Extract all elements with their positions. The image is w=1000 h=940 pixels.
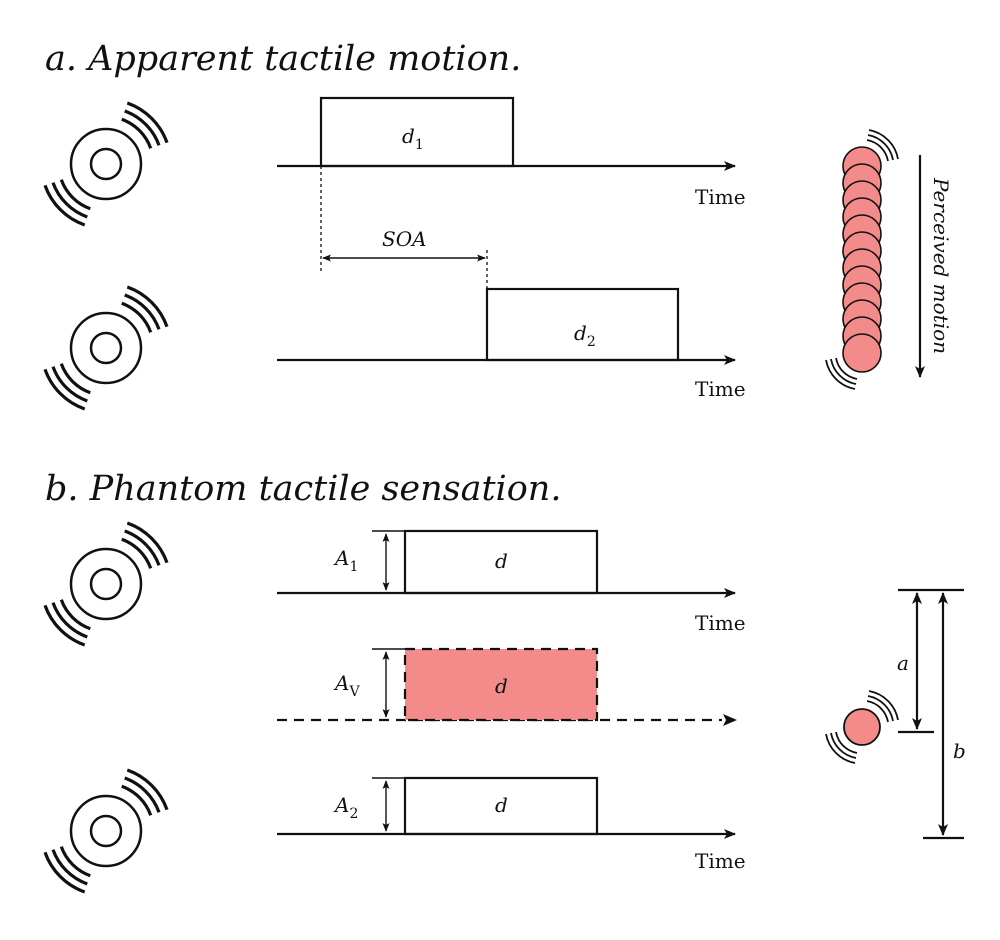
amplitude-av-label: AV xyxy=(333,671,360,700)
pulse-d-label: d xyxy=(495,793,508,817)
perceived-motion-stack xyxy=(842,146,882,373)
time-axis-label: Time xyxy=(695,849,746,873)
vibrotactile-actuator-icon xyxy=(43,285,169,411)
time-axis-label: Time xyxy=(695,611,746,635)
time-axis-label: Time xyxy=(695,185,746,209)
vibrotactile-actuator-icon xyxy=(43,521,169,647)
amplitude-a1-label: A1 xyxy=(333,546,358,575)
vibrotactile-actuator-icon xyxy=(43,768,169,894)
phantom-sensation-point xyxy=(843,708,881,746)
panel-a-title: a. Apparent tactile motion. xyxy=(45,39,521,79)
distance-a-label: a xyxy=(897,651,909,675)
pulse-d2-label: d2 xyxy=(574,321,596,350)
virtual-axis-arrowhead xyxy=(723,714,737,726)
pulse-d-actuator-1 xyxy=(403,529,599,595)
pulse-d2 xyxy=(485,287,680,362)
time-axis-label: Time xyxy=(695,377,746,401)
panel-b-title: b. Phantom tactile sensation. xyxy=(45,469,561,509)
pulse-d-actuator-2 xyxy=(403,776,599,836)
virtual-pulse xyxy=(403,647,599,722)
pulse-d1-label: d1 xyxy=(402,124,424,153)
amplitude-a2-label: A2 xyxy=(333,793,358,822)
distance-b-label: b xyxy=(953,739,966,763)
pulse-d1 xyxy=(319,96,515,168)
pulse-d-label: d xyxy=(495,674,508,698)
pulse-d-label: d xyxy=(495,549,508,573)
vibrotactile-actuator-icon xyxy=(43,101,169,227)
perceived-motion-label: Perceived motion xyxy=(929,177,953,354)
soa-label: SOA xyxy=(382,227,427,251)
